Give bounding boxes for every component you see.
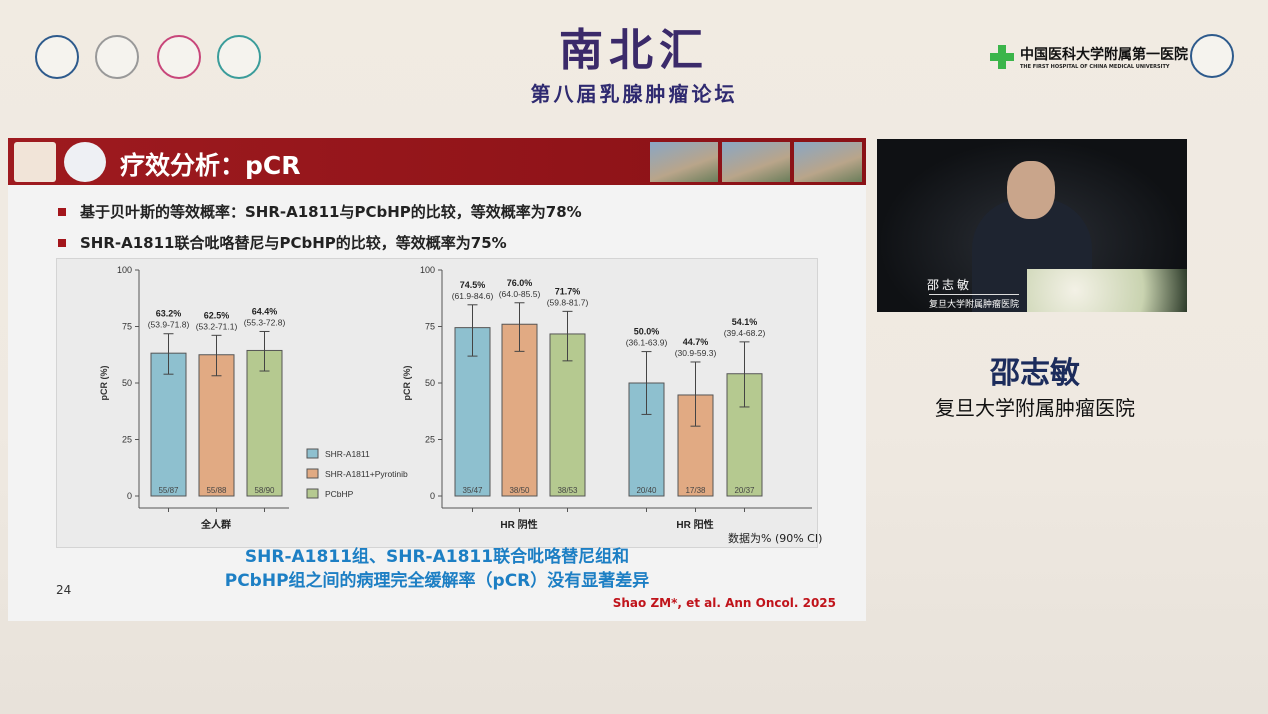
value-label: 54.1%: [732, 317, 758, 327]
university-logo: [35, 35, 79, 79]
ci-label: (36.1-63.9): [626, 338, 668, 348]
society-logo: [157, 35, 201, 79]
speaker-name: 邵志敏: [990, 356, 1080, 391]
legend-swatch: [306, 488, 319, 499]
bar: [198, 354, 235, 497]
hospital-name-cn: 中国医科大学附属第一医院: [1020, 47, 1188, 63]
ci-label: (53.2-71.1): [196, 321, 238, 331]
y-tick-label: 100: [420, 265, 435, 275]
n-label: 20/37: [734, 486, 755, 495]
legend-swatch: [306, 448, 319, 459]
value-label: 63.2%: [156, 309, 182, 319]
hospital-seal-logo: [1190, 34, 1234, 78]
legend-label: SHR-A1811+Pyrotinib: [325, 469, 408, 479]
y-tick-label: 75: [122, 322, 132, 332]
page-number: 24: [56, 583, 72, 597]
value-label: 76.0%: [507, 278, 533, 288]
slide-header: 疗效分析：pCR: [8, 138, 866, 185]
ci-label: (55.3-72.8): [244, 317, 286, 327]
hospital-logo: 中国医科大学附属第一医院 THE FIRST HOSPITAL OF CHINA…: [990, 44, 1188, 70]
y-tick-label: 100: [117, 265, 132, 275]
n-label: 17/38: [685, 486, 706, 495]
ci-label: (53.9-71.8): [148, 320, 190, 330]
slide: 疗效分析：pCR 基于贝叶斯的等效概率：SHR-A1811与PCbHP的比较，等…: [8, 138, 866, 621]
ci-label: (59.8-81.7): [547, 297, 589, 307]
slide-title: 疗效分析：pCR: [120, 151, 301, 180]
x-category-label: HR 阴性: [500, 518, 537, 531]
n-label: 38/53: [557, 486, 578, 495]
speaker-head: [1007, 161, 1055, 219]
conclusion-line: SHR-A1811组、SHR-A1811联合吡咯替尼组和: [244, 547, 630, 567]
value-label: 71.7%: [555, 286, 581, 296]
ci-label: (61.9-84.6): [452, 291, 494, 301]
chart: 0 25 50 75 100 pCR (%) 全人群 (53.9-71.8)63.2% 55/8…: [99, 265, 812, 531]
legend-label: PCbHP: [325, 489, 354, 499]
slide-logo: [64, 142, 106, 182]
y-axis-label: pCR (%): [99, 366, 109, 401]
video-speaker-name: 邵志敏: [927, 278, 973, 292]
chart-note: 数据为% (90% CI): [728, 532, 823, 545]
event-subtitle: 第八届乳腺肿瘤论坛: [530, 82, 738, 106]
y-tick-label: 25: [425, 435, 435, 445]
value-label: 50.0%: [634, 327, 660, 337]
bar: [150, 352, 187, 497]
citation: Shao ZM*, et al. Ann Oncol. 2025: [612, 596, 836, 610]
speaker-video: 邵志敏 复旦大学附属肿瘤医院: [877, 139, 1187, 312]
bullet: SHR-A1811联合吡咯替尼与PCbHP的比较，等效概率为75%: [58, 232, 507, 253]
hospital-name-en: THE FIRST HOSPITAL OF CHINA MEDICAL UNIV…: [1020, 64, 1170, 70]
value-label: 64.4%: [252, 306, 278, 316]
y-tick-label: 50: [122, 378, 132, 388]
ci-label: (30.9-59.3): [675, 348, 717, 358]
n-label: 20/40: [636, 486, 657, 495]
y-tick-label: 75: [425, 322, 435, 332]
n-label: 58/90: [254, 486, 275, 495]
x-category-label: 全人群: [200, 518, 231, 531]
speaker-affiliation: 复旦大学附属肿瘤医院: [935, 396, 1135, 420]
y-tick-label: 0: [127, 491, 132, 501]
bcs-logo: [95, 35, 139, 79]
medical-cross-icon: [990, 45, 1014, 69]
campus-photo: [650, 142, 718, 182]
ci-label: (39.4-68.2): [724, 328, 766, 338]
y-tick-label: 25: [122, 435, 132, 445]
event-title: 南北汇: [559, 25, 709, 76]
slide-logo: [14, 142, 56, 182]
video-speaker-affiliation: 复旦大学附属肿瘤医院: [929, 294, 1020, 310]
n-label: 35/47: [462, 486, 483, 495]
legend-label: SHR-A1811: [325, 449, 370, 459]
chart-panel: 0 25 50 75 100 pCR (%) 全人群 (53.9-71.8) 63.2% 55/8…: [56, 258, 818, 548]
value-label: 74.5%: [460, 280, 486, 290]
n-label: 55/88: [206, 486, 227, 495]
y-axis-label: pCR (%): [402, 366, 412, 401]
association-logo: [217, 35, 261, 79]
bar: [246, 349, 283, 497]
n-label: 55/87: [158, 486, 179, 495]
flowers: [1027, 269, 1187, 312]
ci-label: (64.0-85.5): [499, 289, 541, 299]
n-label: 38/50: [509, 486, 530, 495]
legend-swatch: [306, 468, 319, 479]
x-category-label: HR 阳性: [676, 518, 713, 531]
campus-photo: [722, 142, 790, 182]
conclusion-line: PCbHP组之间的病理完全缓解率（pCR）没有显著差异: [224, 571, 650, 591]
bullet: 基于贝叶斯的等效概率：SHR-A1811与PCbHP的比较，等效概率为78%: [58, 201, 582, 222]
y-tick-label: 50: [425, 378, 435, 388]
y-tick-label: 0: [430, 491, 435, 501]
campus-photo: [794, 142, 862, 182]
value-label: 44.7%: [683, 337, 709, 347]
value-label: 62.5%: [204, 310, 230, 320]
